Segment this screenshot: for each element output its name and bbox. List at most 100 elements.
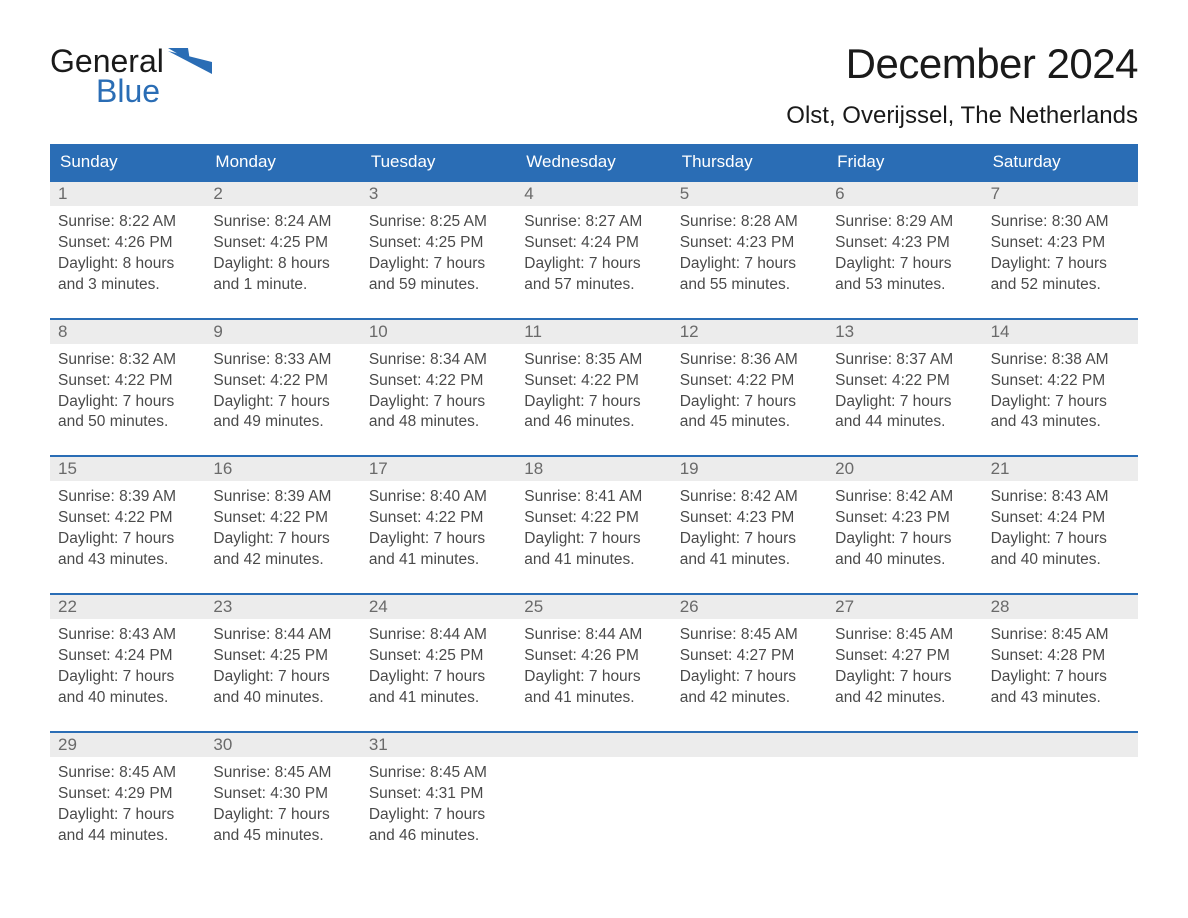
day-number: 10 [361,320,516,344]
daylight-line2: and 3 minutes. [58,275,197,296]
day-cell: 3Sunrise: 8:25 AMSunset: 4:25 PMDaylight… [361,182,516,300]
day-number: 11 [516,320,671,344]
weekday-sunday: Sunday [50,144,205,180]
day-number: 25 [516,595,671,619]
day-number: 13 [827,320,982,344]
daylight-line2: and 43 minutes. [991,412,1130,433]
daylight-line1: Daylight: 8 hours [213,254,352,275]
sunrise-line: Sunrise: 8:30 AM [991,212,1130,233]
sunrise-line: Sunrise: 8:45 AM [369,763,508,784]
empty-day-cell [983,733,1138,851]
sunrise-line: Sunrise: 8:28 AM [680,212,819,233]
daylight-line2: and 41 minutes. [369,688,508,709]
sunrise-line: Sunrise: 8:42 AM [680,487,819,508]
sunset-line: Sunset: 4:22 PM [991,371,1130,392]
day-cell: 4Sunrise: 8:27 AMSunset: 4:24 PMDaylight… [516,182,671,300]
sunset-line: Sunset: 4:22 PM [58,371,197,392]
daylight-line1: Daylight: 7 hours [213,529,352,550]
sunset-line: Sunset: 4:25 PM [213,646,352,667]
sunset-line: Sunset: 4:22 PM [524,508,663,529]
sunset-line: Sunset: 4:22 PM [835,371,974,392]
day-body: Sunrise: 8:29 AMSunset: 4:23 PMDaylight:… [827,206,982,300]
daylight-line2: and 50 minutes. [58,412,197,433]
sunrise-line: Sunrise: 8:45 AM [991,625,1130,646]
daylight-line1: Daylight: 7 hours [991,529,1130,550]
day-number: 31 [361,733,516,757]
daylight-line2: and 55 minutes. [680,275,819,296]
day-cell: 24Sunrise: 8:44 AMSunset: 4:25 PMDayligh… [361,595,516,713]
day-cell: 10Sunrise: 8:34 AMSunset: 4:22 PMDayligh… [361,320,516,438]
daylight-line2: and 40 minutes. [835,550,974,571]
weekday-thursday: Thursday [672,144,827,180]
daylight-line1: Daylight: 7 hours [524,392,663,413]
day-number: 21 [983,457,1138,481]
day-body: Sunrise: 8:39 AMSunset: 4:22 PMDaylight:… [205,481,360,575]
sunrise-line: Sunrise: 8:25 AM [369,212,508,233]
sunrise-line: Sunrise: 8:32 AM [58,350,197,371]
day-body: Sunrise: 8:44 AMSunset: 4:25 PMDaylight:… [205,619,360,713]
logo-text: General Blue [50,46,164,107]
weekday-monday: Monday [205,144,360,180]
sunset-line: Sunset: 4:24 PM [991,508,1130,529]
day-number: 5 [672,182,827,206]
sunrise-line: Sunrise: 8:39 AM [213,487,352,508]
sunset-line: Sunset: 4:22 PM [369,371,508,392]
day-number: 6 [827,182,982,206]
daylight-line1: Daylight: 7 hours [835,392,974,413]
sunrise-line: Sunrise: 8:36 AM [680,350,819,371]
weekday-friday: Friday [827,144,982,180]
sunset-line: Sunset: 4:22 PM [213,508,352,529]
daylight-line2: and 52 minutes. [991,275,1130,296]
sunset-line: Sunset: 4:26 PM [524,646,663,667]
day-number: 30 [205,733,360,757]
day-number: 2 [205,182,360,206]
sunset-line: Sunset: 4:22 PM [524,371,663,392]
daylight-line1: Daylight: 7 hours [835,529,974,550]
sunset-line: Sunset: 4:25 PM [369,646,508,667]
day-number: 15 [50,457,205,481]
logo: General Blue [50,46,212,107]
day-body: Sunrise: 8:32 AMSunset: 4:22 PMDaylight:… [50,344,205,438]
day-cell: 25Sunrise: 8:44 AMSunset: 4:26 PMDayligh… [516,595,671,713]
day-number: 29 [50,733,205,757]
location: Olst, Overijssel, The Netherlands [786,102,1138,130]
daylight-line1: Daylight: 7 hours [369,254,508,275]
day-cell: 16Sunrise: 8:39 AMSunset: 4:22 PMDayligh… [205,457,360,575]
daylight-line2: and 49 minutes. [213,412,352,433]
daylight-line2: and 41 minutes. [524,550,663,571]
daylight-line2: and 40 minutes. [213,688,352,709]
daylight-line2: and 43 minutes. [991,688,1130,709]
day-number: 20 [827,457,982,481]
daylight-line1: Daylight: 7 hours [58,805,197,826]
day-cell: 23Sunrise: 8:44 AMSunset: 4:25 PMDayligh… [205,595,360,713]
daylight-line1: Daylight: 7 hours [524,529,663,550]
daylight-line2: and 41 minutes. [369,550,508,571]
day-number: 14 [983,320,1138,344]
day-body: Sunrise: 8:45 AMSunset: 4:29 PMDaylight:… [50,757,205,851]
weekday-wednesday: Wednesday [516,144,671,180]
daylight-line1: Daylight: 7 hours [991,667,1130,688]
sunrise-line: Sunrise: 8:42 AM [835,487,974,508]
day-cell: 8Sunrise: 8:32 AMSunset: 4:22 PMDaylight… [50,320,205,438]
daylight-line1: Daylight: 7 hours [58,392,197,413]
day-cell: 31Sunrise: 8:45 AMSunset: 4:31 PMDayligh… [361,733,516,851]
day-cell: 12Sunrise: 8:36 AMSunset: 4:22 PMDayligh… [672,320,827,438]
day-body: Sunrise: 8:38 AMSunset: 4:22 PMDaylight:… [983,344,1138,438]
day-body: Sunrise: 8:44 AMSunset: 4:25 PMDaylight:… [361,619,516,713]
empty-day-cell [672,733,827,851]
day-cell: 20Sunrise: 8:42 AMSunset: 4:23 PMDayligh… [827,457,982,575]
day-body: Sunrise: 8:43 AMSunset: 4:24 PMDaylight:… [983,481,1138,575]
day-body: Sunrise: 8:43 AMSunset: 4:24 PMDaylight:… [50,619,205,713]
daylight-line2: and 1 minute. [213,275,352,296]
sunset-line: Sunset: 4:25 PM [369,233,508,254]
day-cell: 26Sunrise: 8:45 AMSunset: 4:27 PMDayligh… [672,595,827,713]
day-cell: 22Sunrise: 8:43 AMSunset: 4:24 PMDayligh… [50,595,205,713]
daylight-line1: Daylight: 7 hours [369,667,508,688]
sunset-line: Sunset: 4:22 PM [213,371,352,392]
sunset-line: Sunset: 4:23 PM [680,233,819,254]
day-number: 9 [205,320,360,344]
daylight-line1: Daylight: 7 hours [524,254,663,275]
daylight-line2: and 42 minutes. [835,688,974,709]
sunrise-line: Sunrise: 8:44 AM [524,625,663,646]
logo-word2: Blue [50,73,160,109]
